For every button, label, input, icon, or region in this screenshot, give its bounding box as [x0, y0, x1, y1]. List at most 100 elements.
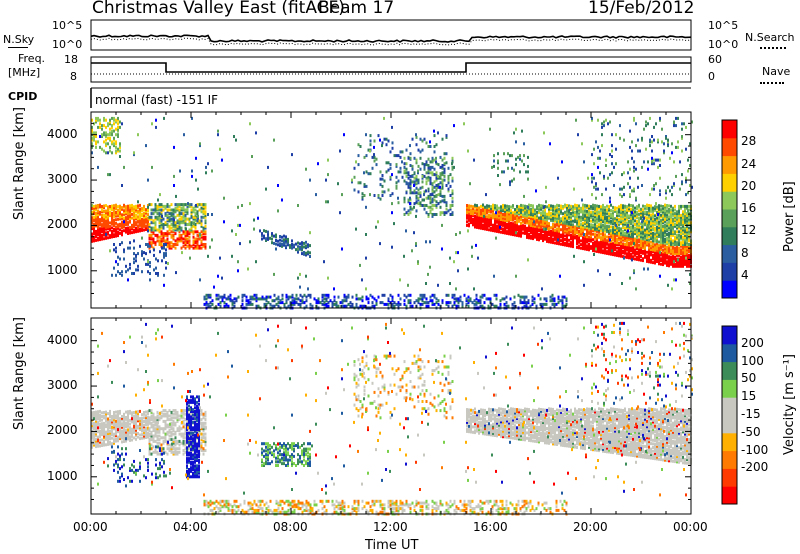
- power-cell: [127, 215, 129, 219]
- power-cell: [680, 232, 682, 236]
- power-cell: [117, 127, 119, 131]
- power-cell: [628, 241, 630, 245]
- power-cell: [190, 244, 193, 248]
- power-cell: [655, 182, 657, 186]
- power-cell: [562, 239, 564, 243]
- power-cell: [119, 204, 121, 208]
- power-cell: [684, 259, 686, 263]
- power-cell: [441, 180, 444, 184]
- power-cell: [467, 149, 469, 153]
- power-cell: [618, 243, 620, 247]
- power-cell: [586, 238, 588, 242]
- power-cell: [186, 208, 189, 212]
- power-cell: [570, 242, 572, 246]
- power-cell: [664, 232, 666, 236]
- power-cell: [397, 179, 400, 183]
- power-cell: [612, 234, 614, 238]
- power-cell: [558, 224, 560, 228]
- power-cell: [527, 177, 529, 181]
- power-cell: [646, 256, 648, 260]
- power-cell: [158, 224, 161, 228]
- power-cell: [129, 231, 131, 235]
- power-cell: [123, 216, 125, 220]
- power-cell: [445, 211, 448, 215]
- power-cell: [121, 213, 123, 217]
- power-cell: [172, 244, 175, 248]
- power-cell: [542, 211, 544, 215]
- power-cell: [93, 228, 95, 232]
- power-cell: [147, 244, 149, 248]
- power-cell: [596, 229, 598, 233]
- power-cell: [572, 230, 574, 234]
- power-cell: [662, 254, 664, 257]
- power-cell: [654, 228, 656, 232]
- power-cell: [468, 209, 470, 213]
- power-cell: [614, 206, 616, 210]
- power-cell: [117, 129, 119, 133]
- power-cell: [153, 248, 155, 252]
- power-cell: [620, 227, 622, 231]
- power-cell: [594, 225, 596, 229]
- power-cell: [160, 223, 163, 226]
- power-cell: [602, 207, 604, 211]
- power-cell: [451, 179, 454, 183]
- power-cell: [612, 225, 614, 229]
- power-cell: [626, 205, 628, 209]
- power-cell: [608, 252, 610, 256]
- power-cell: [261, 232, 263, 236]
- power-cell: [425, 176, 428, 180]
- power-cell: [673, 160, 675, 164]
- power-cell: [581, 198, 583, 202]
- power-cell: [543, 302, 546, 306]
- power-cell: [219, 256, 221, 260]
- power-cell: [109, 120, 111, 124]
- power-cell: [427, 189, 430, 193]
- power-cell: [385, 302, 388, 306]
- power-cell: [554, 236, 556, 239]
- power-cell: [200, 215, 203, 219]
- power-cell: [255, 299, 258, 303]
- power-cell: [628, 216, 630, 220]
- power-cell: [688, 223, 690, 226]
- power-cell: [365, 184, 368, 188]
- power-cell: [150, 226, 153, 230]
- power-cell: [578, 235, 580, 239]
- velocity-cell: [95, 432, 97, 436]
- power-cell: [497, 174, 499, 177]
- power-cell: [636, 216, 638, 220]
- power-cell: [619, 193, 621, 197]
- power-cell: [317, 162, 319, 166]
- power-cell: [431, 182, 434, 186]
- power-cell: [299, 272, 301, 276]
- power-cell: [667, 140, 669, 144]
- power-cell: [279, 299, 282, 303]
- power-cell: [592, 220, 594, 223]
- power-cell: [154, 215, 157, 219]
- power-cell: [600, 232, 602, 236]
- power-cell: [530, 231, 532, 235]
- power-cell: [403, 213, 406, 216]
- power-cell: [172, 212, 175, 216]
- power-cell: [650, 220, 652, 224]
- power-cell: [576, 235, 578, 238]
- power-cell: [616, 212, 618, 216]
- power-cell: [686, 217, 688, 221]
- power-cell: [674, 235, 676, 239]
- power-cell: [204, 212, 207, 216]
- power-cell: [582, 203, 584, 207]
- power-cell: [610, 232, 612, 236]
- power-cell: [588, 210, 590, 214]
- power-cell: [554, 207, 556, 210]
- power-cell: [91, 118, 93, 122]
- power-cell: [616, 213, 618, 217]
- power-cell: [251, 297, 254, 301]
- velocity-cell: [91, 425, 93, 429]
- power-cell: [674, 241, 676, 245]
- power-cell: [691, 120, 693, 124]
- power-cell: [658, 255, 660, 258]
- power-cell: [662, 205, 664, 208]
- power-cell: [658, 258, 660, 262]
- power-cell: [194, 246, 197, 250]
- power-cell: [486, 220, 488, 224]
- power-cell: [626, 243, 628, 247]
